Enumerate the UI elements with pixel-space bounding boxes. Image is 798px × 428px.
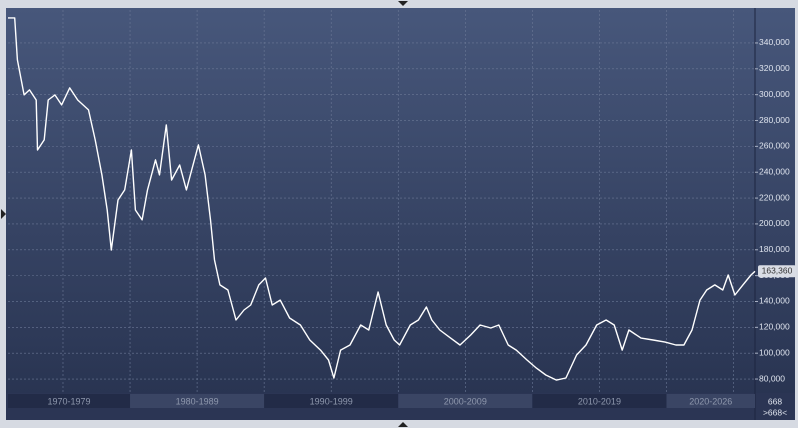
x-band xyxy=(532,394,667,408)
y-tick-label: 320,000 xyxy=(759,63,790,73)
x-band-label: 2000-2009 xyxy=(444,396,487,406)
y-tick-label: 340,000 xyxy=(759,37,790,47)
last-value-box xyxy=(758,265,796,278)
y-tick-label: 100,000 xyxy=(759,347,790,357)
y-tick-label: 80,000 xyxy=(759,373,785,383)
y-tick-label: 240,000 xyxy=(759,166,790,176)
y-tick-label: 140,000 xyxy=(759,296,790,306)
y-tick-label: 220,000 xyxy=(759,192,790,202)
x-band xyxy=(8,394,131,408)
price-line xyxy=(8,17,756,381)
y-tick-label: 280,000 xyxy=(759,115,790,125)
corner-label: 668 xyxy=(768,396,782,406)
y-tick-label: 260,000 xyxy=(759,141,790,151)
x-band-label: 2020-2026 xyxy=(689,396,732,406)
y-tick-label: 200,000 xyxy=(759,218,790,228)
y-tick-label: 180,000 xyxy=(759,244,790,254)
x-band-label: 1980-1989 xyxy=(176,396,219,406)
top-handle xyxy=(398,1,408,6)
corner-label: >668< xyxy=(763,407,787,417)
last-value-label: 163,360 xyxy=(762,266,793,276)
x-band-label: 2010-2019 xyxy=(578,396,621,406)
x-band-label: 1970-1979 xyxy=(47,396,90,406)
x-band-label: 1990-1999 xyxy=(310,396,353,406)
bottom-handle xyxy=(398,422,408,427)
y-tick-label: 120,000 xyxy=(759,322,790,332)
left-handle xyxy=(1,209,6,219)
x-band xyxy=(130,394,265,408)
x-band xyxy=(398,394,533,408)
x-band xyxy=(264,394,399,408)
y-tick-label: 300,000 xyxy=(759,89,790,99)
x-band xyxy=(666,394,755,408)
plot-background xyxy=(6,8,795,420)
